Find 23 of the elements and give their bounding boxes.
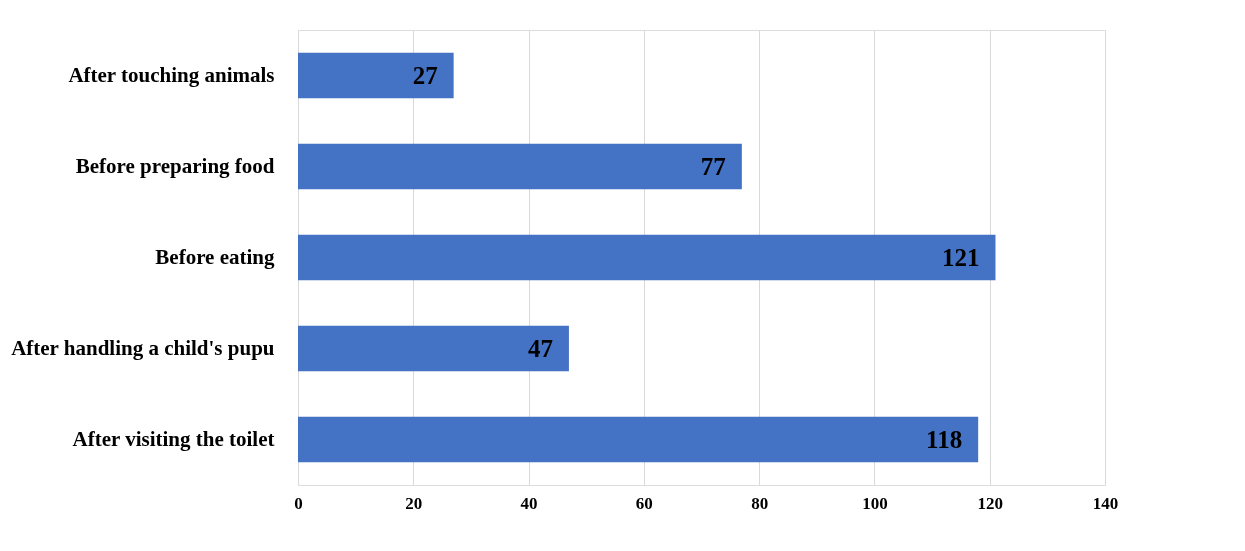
data-label: 77 — [700, 152, 726, 180]
x-tick-label: 0 — [294, 493, 303, 513]
data-label: 47 — [527, 334, 553, 362]
bar — [298, 325, 569, 372]
data-label: 121 — [941, 243, 980, 271]
x-tick-label: 40 — [520, 493, 538, 513]
bar — [298, 416, 979, 463]
x-tick-label: 80 — [751, 493, 769, 513]
bar — [298, 52, 454, 99]
x-tick-label: 140 — [1092, 493, 1119, 513]
y-tick-label: Before preparing food — [75, 153, 275, 178]
y-tick-label: After touching animals — [68, 62, 275, 87]
x-tick-label: 120 — [977, 493, 1003, 513]
data-label: 118 — [926, 425, 963, 453]
y-tick-label: Before eating — [155, 244, 275, 269]
bar — [298, 143, 742, 190]
x-tick-label: 20 — [405, 493, 423, 513]
bar — [298, 234, 996, 281]
y-tick-label: After visiting the toilet — [72, 426, 275, 451]
x-tick-label: 60 — [635, 493, 653, 513]
y-tick-label: After handling a child's pupu — [11, 335, 275, 360]
x-tick-label: 100 — [862, 493, 888, 513]
data-label: 27 — [412, 61, 438, 89]
